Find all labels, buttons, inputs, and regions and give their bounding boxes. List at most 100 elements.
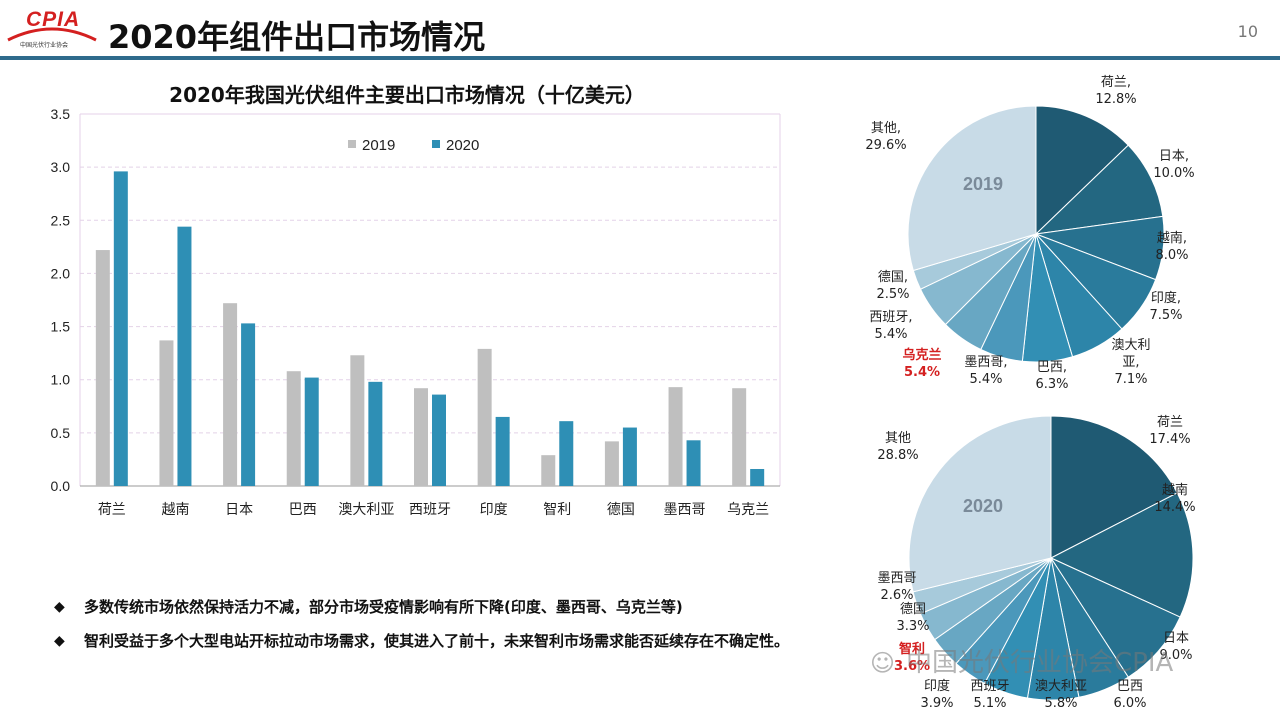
pie-value-label: 7.1% <box>1114 372 1147 387</box>
watermark: ☺ 中国光伏行业协会CPIA <box>870 642 1173 679</box>
pie-value-label: 6.3% <box>1035 377 1068 392</box>
logo-subtitle: 中国光伏行业协会 <box>20 42 69 49</box>
pie-category-label: 越南 <box>1162 482 1188 498</box>
page-number: 10 <box>1237 22 1258 41</box>
bar-2019 <box>732 388 747 486</box>
pie-slice <box>908 415 1052 593</box>
y-tick-label: 2.0 <box>51 265 71 281</box>
pie-year-label: 2020 <box>963 496 1003 516</box>
x-tick-label: 智利 <box>543 502 571 518</box>
pie-value-label: 5.8% <box>1044 696 1077 711</box>
logo-arc-icon <box>7 27 97 42</box>
pie-value-label: 2.5% <box>876 287 909 302</box>
bar-2020 <box>495 416 510 486</box>
pie-slice <box>1034 144 1164 235</box>
pie-value-label: 5.4% <box>969 372 1002 387</box>
pie-value-label: 9.0% <box>1159 648 1192 663</box>
pie-category-label: 印度, <box>1151 290 1181 306</box>
bar-2020 <box>686 440 701 486</box>
bullet-item: ◆ 智利受益于多个大型电站开标拉动市场需求，使其进入了前十，未来智利市场需求能否… <box>54 626 834 656</box>
pie-category-label: 西班牙, <box>869 310 912 325</box>
bar-2020 <box>113 171 128 486</box>
pie-value-label: 5.4% <box>904 365 940 380</box>
x-tick-label: 墨西哥 <box>664 502 706 518</box>
pie-category-label: 巴西, <box>1037 360 1067 375</box>
bar-chart: 2020年我国光伏组件主要出口市场情况（十亿美元） 0.0 0.5 1.0 1.5 2.… <box>51 83 781 518</box>
pie-value-label: 8.0% <box>1155 248 1188 263</box>
pie-value-label: 29.6% <box>865 138 906 153</box>
slide-header: CPIA 中国光伏行业协会 2020年组件出口市场情况 10 <box>0 0 1280 62</box>
bar-2020 <box>241 323 256 486</box>
logo-text: CPIA <box>26 8 81 31</box>
bullet-text: 多数传统市场依然保持活力不减，部分市场受疫情影响有所下降(印度、墨西哥、乌克兰等… <box>84 598 683 616</box>
y-tick-label: 1.5 <box>51 319 71 335</box>
y-tick-label: 0.0 <box>51 478 71 494</box>
y-tick-label: 0.5 <box>51 425 71 441</box>
bullet-text: 智利受益于多个大型电站开标拉动市场需求，使其进入了前十，未来智利市场需求能否延续… <box>84 632 790 650</box>
x-tick-label: 西班牙 <box>409 502 451 518</box>
bar-2019 <box>159 340 174 486</box>
header-divider <box>0 56 1280 60</box>
pie-slice <box>1049 556 1181 678</box>
bar-2019 <box>477 348 492 486</box>
pie-category-label: 越南, <box>1157 230 1187 246</box>
pie-value-label: 14.4% <box>1154 500 1195 515</box>
pie-value-label: 3.9% <box>920 696 953 711</box>
pie-value-label: 6.0% <box>1113 696 1146 711</box>
y-tick-label: 3.5 <box>51 106 71 122</box>
chart-bars <box>95 171 765 487</box>
watermark-text: 中国光伏行业协会CPIA <box>906 648 1174 678</box>
pie-slice <box>1050 415 1178 559</box>
x-tick-label: 日本 <box>225 502 253 518</box>
pie-category-label: 亚, <box>1122 355 1139 370</box>
pie-category-label: 日本 <box>1163 631 1189 646</box>
bar-2019 <box>223 303 238 486</box>
x-tick-label: 印度 <box>480 502 508 518</box>
y-tick-label: 3.0 <box>51 159 71 175</box>
pie-value-label: 28.8% <box>877 448 918 463</box>
pie-category-label: 墨西哥 <box>877 571 916 586</box>
pie-value-label: 17.4% <box>1149 432 1190 447</box>
pie-slice <box>1035 105 1129 236</box>
pie-slice <box>1049 492 1194 618</box>
chart-axis: 0.0 0.5 1.0 1.5 2.0 2.5 3.0 3.5 <box>51 106 781 494</box>
bullet-list: ◆ 多数传统市场依然保持活力不减，部分市场受疫情影响有所下降(印度、墨西哥、乌克… <box>54 592 834 656</box>
bar-2020 <box>622 427 637 486</box>
pie-slice <box>907 105 1037 272</box>
pie-category-label: 其他 <box>885 431 911 446</box>
pie-category-label: 其他, <box>871 121 901 136</box>
pie-category-label: 西班牙 <box>970 679 1009 694</box>
y-tick-label: 1.0 <box>51 372 71 388</box>
chart-x-labels: 荷兰 越南 日本 巴西 澳大利亚 西班牙 印度 智利 德国 墨西哥 乌克兰 <box>98 502 769 518</box>
bar-2019 <box>286 371 301 486</box>
bar-2019 <box>604 441 619 486</box>
bar-2020 <box>368 381 383 486</box>
pie-value-label: 5.1% <box>973 696 1006 711</box>
wechat-icon: ☺ <box>870 649 896 677</box>
pie-category-label: 日本, <box>1159 149 1189 164</box>
cpia-logo: CPIA 中国光伏行业协会 <box>6 4 98 54</box>
bar-2019 <box>95 250 110 486</box>
legend-label: 2019 <box>362 137 395 154</box>
page-title: 2020年组件出口市场情况 <box>108 18 486 56</box>
bar-2019 <box>414 388 428 486</box>
bar-2020 <box>304 377 319 486</box>
pie-value-label: 7.5% <box>1149 308 1182 323</box>
pie-category-label: 荷兰 <box>1157 415 1183 430</box>
bar-2020 <box>559 421 574 486</box>
pie-category-label: 澳大利亚 <box>1035 678 1087 694</box>
x-tick-label: 越南 <box>161 502 189 518</box>
x-tick-label: 乌克兰 <box>727 502 769 518</box>
pie-value-label: 12.8% <box>1095 92 1136 107</box>
bar-2019 <box>541 455 556 486</box>
bar-2019 <box>350 355 365 486</box>
pie-category-label: 德国 <box>900 602 926 617</box>
pie-category-label: 澳大利 <box>1111 337 1150 353</box>
pie-value-label: 3.6% <box>894 659 930 674</box>
bar-2020 <box>750 468 765 486</box>
pie-value-label: 3.3% <box>896 619 929 634</box>
pie-category-label: 德国, <box>878 270 908 285</box>
pie-value-label: 5.4% <box>874 327 907 342</box>
pie-category-label: 智利 <box>899 641 925 657</box>
pie-category-label: 荷兰, <box>1101 75 1131 90</box>
